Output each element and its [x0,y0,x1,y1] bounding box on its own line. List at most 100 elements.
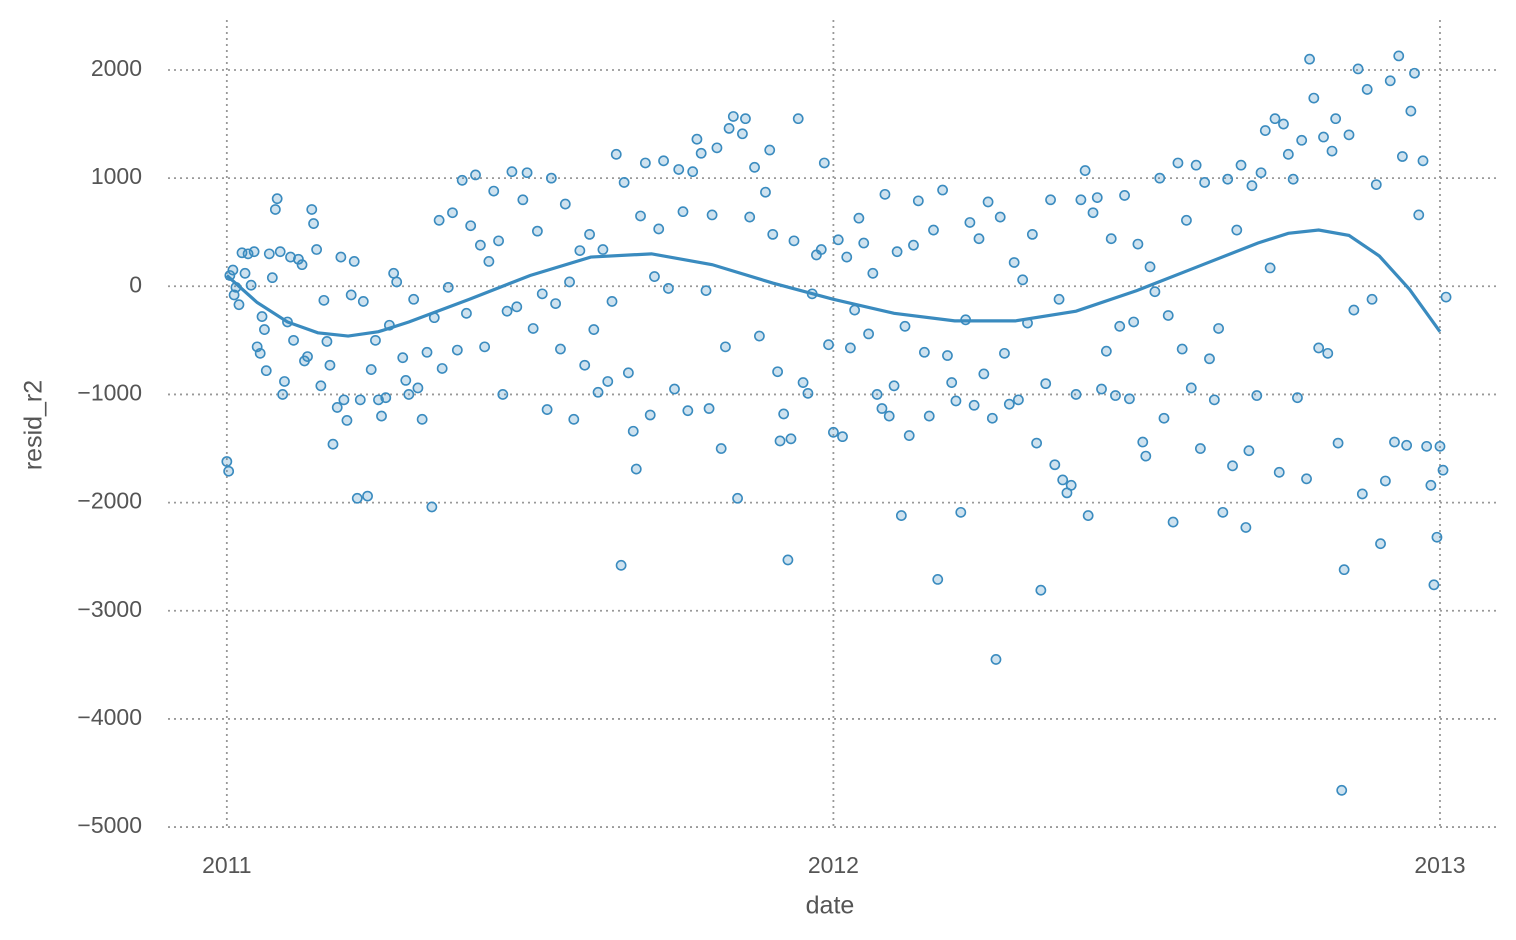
point [1282,148,1294,160]
point [1269,113,1281,125]
point [841,251,853,263]
point [760,186,771,198]
point [1204,353,1215,365]
point [1326,145,1338,157]
point [1421,440,1433,452]
point [1082,510,1094,521]
point [1013,394,1024,406]
point [687,166,699,178]
point [1091,192,1103,203]
smooth-line [225,228,1442,338]
point [483,256,495,267]
point [1313,342,1325,354]
point [588,324,600,335]
point [579,359,591,371]
point [254,347,266,359]
point [1379,475,1391,487]
point [271,193,283,205]
point [1343,129,1355,141]
point [517,194,529,206]
point [1431,531,1443,543]
point [818,157,830,169]
point [815,244,827,255]
point [311,244,323,255]
point [749,161,760,173]
point [1251,390,1263,401]
point [259,324,270,335]
point [1070,389,1082,400]
point [296,259,308,271]
point [1053,293,1065,305]
point [426,501,438,513]
point [764,144,776,156]
point [1176,343,1188,355]
point [285,251,296,263]
point [1330,113,1342,125]
point [700,285,712,297]
point [1240,522,1252,533]
point [876,403,888,414]
point [1079,165,1091,176]
point [1227,460,1238,472]
point [677,206,689,218]
point [1040,378,1052,390]
point [918,346,930,358]
point [1158,412,1170,424]
point [1031,437,1043,449]
point [1124,393,1135,405]
point [1273,466,1285,478]
point [928,224,939,236]
point [397,352,409,364]
point [1259,125,1271,136]
point [649,271,660,282]
point [555,343,566,355]
x-tick-label: 2011 [202,852,251,878]
point [792,113,804,125]
point [1375,538,1386,550]
point [1181,214,1192,226]
point [338,394,350,406]
point [715,443,727,454]
point [772,366,784,378]
point [1154,172,1166,184]
y-tick-label: −3000 [77,596,142,622]
point [844,342,856,354]
point [391,276,403,288]
y-tick-label: −2000 [77,488,142,514]
point [828,426,839,438]
point [416,413,428,425]
point [260,365,272,377]
point [461,307,472,319]
y-tick-label: −4000 [77,704,142,730]
point [606,296,618,307]
point [879,188,891,200]
point [527,323,539,334]
point [380,392,392,404]
point [895,510,907,521]
point [1114,320,1126,332]
point [802,387,814,399]
point [615,559,627,571]
point [1437,464,1449,476]
point [388,267,400,279]
point [421,346,433,358]
point [695,147,707,159]
point [242,248,254,260]
point [293,253,304,265]
point [474,239,486,251]
point [266,272,278,284]
point [785,433,797,445]
point [1425,479,1437,491]
point [559,198,571,210]
point [1231,224,1243,236]
point [682,405,694,417]
x-axis-title: date [806,892,855,920]
point [658,155,669,167]
point [302,351,313,362]
point [1100,345,1112,357]
point [1119,190,1130,201]
point [370,334,381,346]
y-tick-label: 1000 [91,163,142,189]
point [727,111,739,122]
